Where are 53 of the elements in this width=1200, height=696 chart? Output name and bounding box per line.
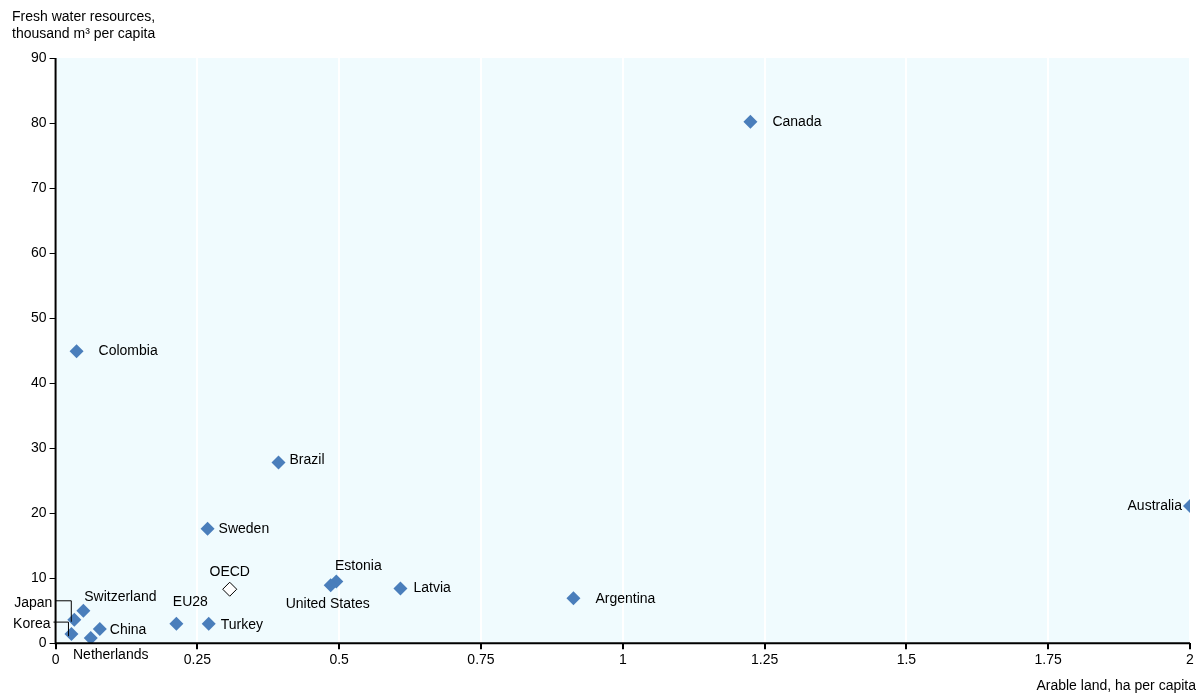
point: [393, 581, 408, 596]
annotation: Korea: [13, 614, 51, 631]
y-tick-label: 90: [30, 48, 47, 65]
x-tick-label: 1: [618, 651, 627, 668]
point: [69, 344, 84, 359]
y-tick-label: 20: [30, 504, 47, 521]
y-tick-label: 40: [30, 373, 47, 390]
point: [200, 521, 215, 536]
point: [76, 603, 91, 618]
annotation: Australia: [1127, 496, 1183, 513]
y-axis-title: Fresh water resources, thousand m³ per capita: [12, 8, 156, 42]
point: [169, 616, 184, 631]
annotation: Turkey: [220, 615, 263, 632]
y-tick-label: 10: [30, 569, 47, 586]
point: [743, 114, 758, 129]
x-tick-label: 0.75: [467, 651, 495, 668]
point: [271, 455, 286, 470]
annotation: Canada: [772, 112, 822, 129]
annotation: OECD: [209, 563, 250, 580]
annotation: China: [109, 620, 147, 637]
point: [201, 616, 216, 631]
annotation: Netherlands: [72, 645, 149, 662]
x-tick-label: 0: [51, 651, 60, 668]
annotation: Switzerland: [84, 587, 157, 604]
x-axis-title: Arable land, ha per capita: [1036, 677, 1196, 693]
annotation: Colombia: [98, 342, 158, 359]
x-tick-label: 1.75: [1034, 651, 1063, 668]
point: [67, 612, 82, 627]
annotation: Argentina: [595, 590, 656, 607]
x-tick-label: 1.25: [750, 651, 779, 668]
y-tick-label: 70: [30, 178, 47, 195]
annotation: Estonia: [334, 557, 382, 574]
point: [64, 627, 79, 642]
x-tick-label: 0.25: [183, 651, 212, 668]
annotation: Latvia: [413, 579, 452, 596]
point: [222, 581, 238, 597]
point: [92, 621, 107, 636]
y-tick-label: 80: [30, 113, 47, 130]
annotation: Sweden: [218, 519, 270, 536]
annotation: United States: [285, 595, 370, 612]
annotation: Brazil: [289, 451, 325, 468]
annotation: EU28: [172, 592, 209, 609]
x-tick-label: 1.5: [896, 651, 917, 668]
point: [566, 591, 581, 606]
point: [83, 631, 98, 644]
annotation: Japan: [14, 593, 53, 610]
y-tick-label: 60: [30, 243, 47, 260]
point: [323, 578, 338, 593]
y-tick-label: 0: [38, 634, 47, 651]
x-tick-label: 0.5: [329, 651, 350, 668]
y-tick-label: 50: [30, 308, 47, 325]
x-tick-label: 2: [1186, 651, 1195, 668]
y-tick-label: 30: [30, 438, 47, 455]
